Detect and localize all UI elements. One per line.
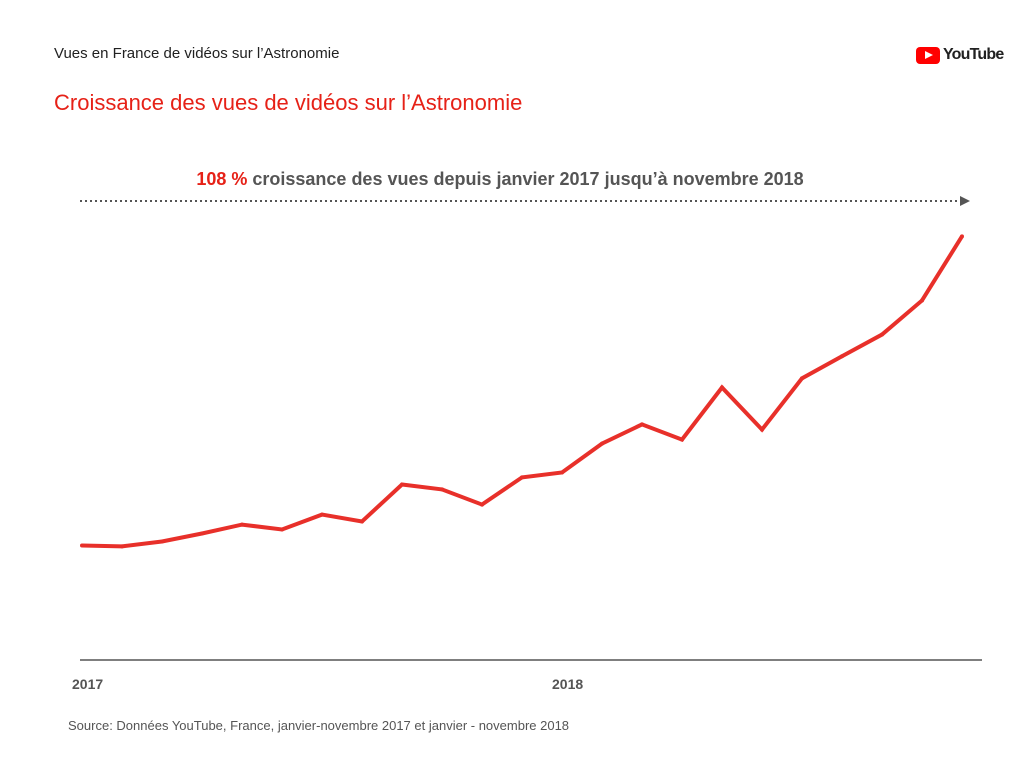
growth-annotation: 108 % croissance des vues depuis janvier… (0, 169, 1000, 190)
logo-text: YouTube (943, 46, 1004, 63)
data-point-2017-08 (360, 519, 364, 524)
data-point-2018-06 (760, 427, 764, 432)
data-point-2017-01 (80, 543, 84, 548)
data-point-2017-10 (440, 487, 444, 492)
data-point-2017-03 (160, 539, 164, 544)
data-point-2017-11 (480, 502, 484, 507)
data-point-2017-02 (120, 544, 124, 549)
youtube-logo: YouTube (916, 46, 1004, 64)
data-point-2018-05 (720, 385, 724, 390)
data-point-2018-04 (680, 437, 684, 442)
data-point-2018-11 (960, 234, 964, 239)
data-point-2018-10 (920, 298, 924, 303)
data-point-2018-01 (560, 470, 564, 475)
data-point-2018-07 (800, 376, 804, 381)
data-point-2018-02 (600, 441, 604, 446)
chart-title: Croissance des vues de vidéos sur l’Astr… (54, 90, 523, 115)
data-point-2017-04 (200, 531, 204, 536)
data-point-2017-06 (280, 527, 284, 532)
data-point-2017-07 (320, 512, 324, 517)
growth-percent: 108 % (196, 169, 248, 189)
x-tick-label: 2018 (552, 676, 583, 692)
data-point-2017-12 (520, 475, 524, 480)
play-icon (916, 46, 940, 64)
source-note: Source: Données YouTube, France, janvier… (68, 718, 570, 733)
x-tick-label: 2017 (72, 676, 103, 692)
arrow-head-icon (960, 196, 970, 206)
data-point-2017-09 (400, 482, 404, 487)
supertitle: Vues en France de vidéos sur l’Astronomi… (54, 45, 340, 62)
growth-text: croissance des vues depuis janvier 2017 … (247, 169, 804, 189)
data-point-2018-08 (840, 354, 844, 359)
data-point-2018-09 (880, 332, 884, 337)
data-point-2017-05 (240, 522, 244, 527)
data-point-2018-03 (640, 422, 644, 427)
series-line (81, 235, 964, 549)
